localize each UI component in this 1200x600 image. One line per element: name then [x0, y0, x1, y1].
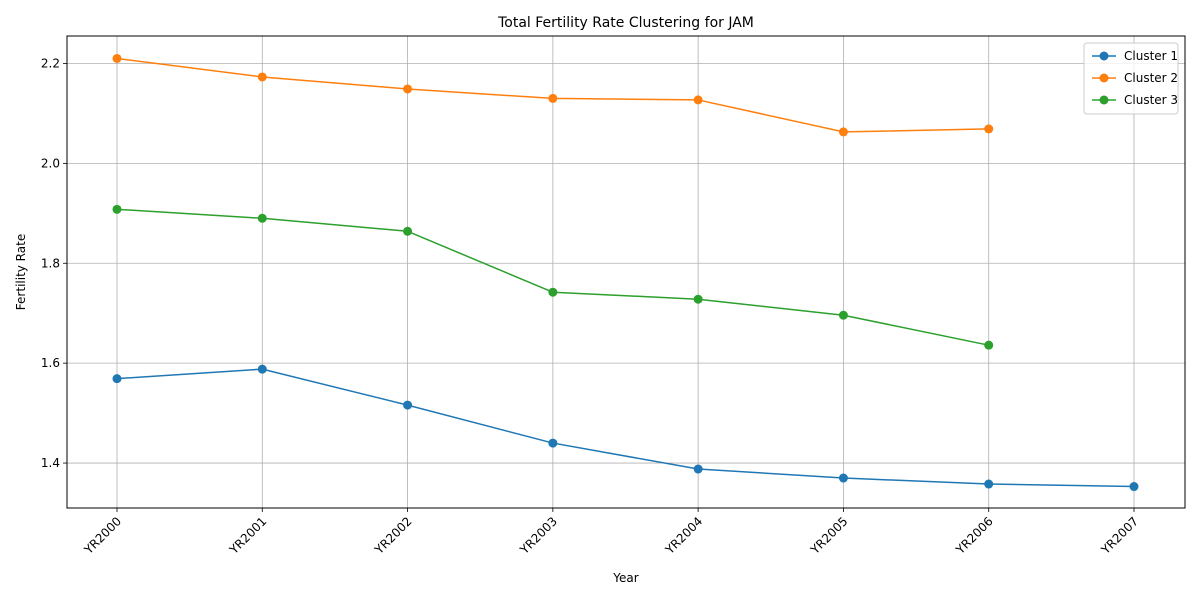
data-point-cluster-3 [548, 287, 558, 297]
data-point-cluster-3 [693, 294, 703, 304]
data-point-cluster-3 [257, 213, 267, 223]
data-point-cluster-1 [984, 479, 994, 489]
data-point-cluster-3 [984, 340, 994, 350]
x-tick-label: YR2002 [371, 514, 414, 557]
series-line-cluster-1 [116, 368, 1135, 488]
data-point-cluster-1 [1129, 482, 1139, 492]
x-tick-label: YR2001 [226, 514, 269, 557]
y-tick-label: 1.6 [41, 356, 60, 370]
data-point-cluster-2 [403, 84, 413, 94]
x-tick-label: YR2005 [807, 514, 850, 557]
data-point-cluster-1 [403, 400, 413, 410]
x-tick-label: YR2007 [1098, 514, 1141, 557]
x-axis-ticks: YR2000 YR2001 YR2002 YR2003 YR2004 YR2005 YR20… [81, 508, 1141, 558]
x-tick-label: YR2000 [81, 514, 124, 557]
data-point-cluster-1 [112, 374, 122, 384]
x-tick-label: YR2004 [662, 514, 705, 557]
legend-label: Cluster 2 [1124, 71, 1178, 85]
data-point-cluster-3 [403, 226, 413, 236]
x-axis-title: Year [612, 571, 638, 585]
data-point-cluster-2 [257, 72, 267, 82]
data-point-cluster-1 [838, 473, 848, 483]
data-point-cluster-2 [838, 127, 848, 137]
legend-label: Cluster 3 [1124, 93, 1178, 107]
y-axis-ticks: 1.4 1.6 1.8 2.0 2.2 [41, 56, 67, 470]
data-point-cluster-2 [548, 93, 558, 103]
series-lines [116, 57, 1135, 488]
legend-marker [1099, 95, 1109, 105]
data-point-cluster-2 [112, 53, 122, 63]
legend-box [1083, 42, 1179, 115]
x-tick-label: YR2003 [517, 514, 560, 557]
data-point-cluster-2 [693, 95, 703, 105]
data-point-cluster-1 [257, 364, 267, 374]
legend-label: Cluster 1 [1124, 49, 1178, 63]
legend-marker [1099, 73, 1109, 83]
data-point-cluster-2 [984, 124, 994, 134]
data-point-cluster-3 [112, 204, 122, 214]
y-axis-title: Fertility Rate [14, 234, 28, 310]
data-point-cluster-1 [693, 464, 703, 474]
series-points [112, 53, 1139, 492]
x-tick-label: YR2006 [953, 514, 996, 557]
data-point-cluster-1 [548, 438, 558, 448]
legend: Cluster 1 Cluster 2 Cluster 3 [1083, 42, 1179, 115]
plot-area-frame [66, 35, 1186, 509]
grid [67, 36, 1185, 508]
y-tick-label: 2.2 [41, 56, 60, 70]
chart-title: Total Fertility Rate Clustering for JAM [497, 15, 754, 31]
y-tick-label: 1.4 [41, 456, 60, 470]
y-tick-label: 1.8 [41, 256, 60, 270]
legend-marker [1099, 51, 1109, 61]
y-tick-label: 2.0 [41, 156, 60, 170]
data-point-cluster-3 [838, 310, 848, 320]
